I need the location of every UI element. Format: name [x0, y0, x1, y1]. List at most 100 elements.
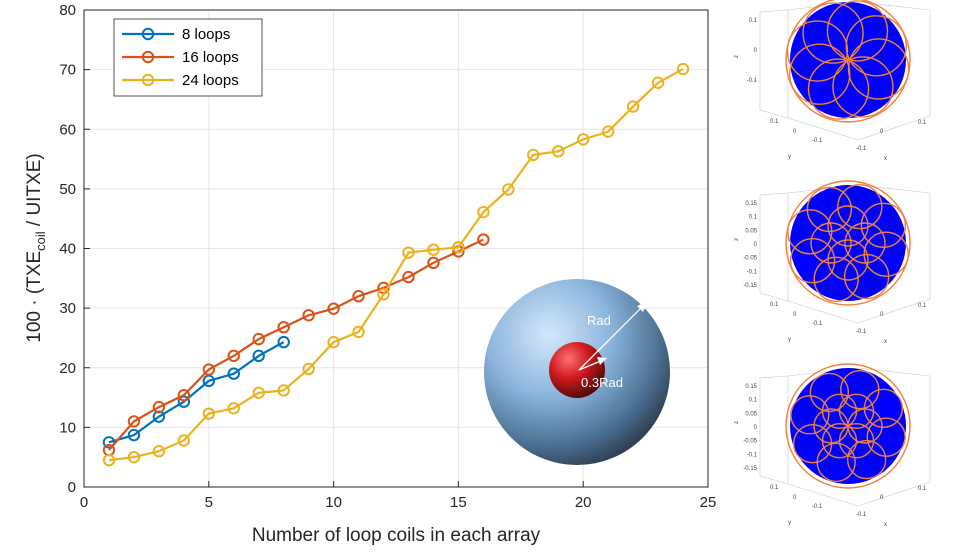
coil-loop	[832, 56, 894, 118]
coil-loop	[846, 439, 887, 480]
data-point	[152, 445, 166, 458]
data-point	[527, 148, 540, 162]
y-tick-label: 30	[59, 300, 76, 317]
geometry-panel-3: 0.15 0.1 0.05 0 -0.05 -0.1 -0.15 z 0.1 0 -0.1 y 0 0.1…	[734, 363, 931, 528]
data-point	[452, 241, 465, 254]
coil-loop	[821, 393, 858, 429]
frame-line	[759, 9, 789, 13]
data-point	[676, 62, 690, 76]
coil-loop	[810, 222, 852, 264]
y-tick-label: 60	[59, 121, 76, 138]
frame-line	[857, 184, 931, 194]
coil-loop	[837, 183, 883, 230]
coil-loop	[860, 202, 907, 248]
x-tick-label: -0.1	[856, 512, 867, 518]
data-point	[227, 349, 240, 363]
y-tick-label: -0.1	[812, 504, 823, 510]
data-point	[277, 384, 290, 397]
coil-loop	[802, 2, 864, 64]
geometry-panel-2: 0.15 0.1 0.05 0 -0.05 -0.1 -0.15 z 0.1 0 -0.1 y 0 0.1…	[734, 180, 931, 345]
data-point	[102, 453, 116, 467]
data-point	[651, 76, 665, 89]
coil-loop	[788, 43, 851, 105]
legend-marker	[141, 50, 155, 64]
x-tick-label: 0	[880, 495, 884, 501]
y-tick-label: 0	[793, 129, 797, 135]
coil-outline	[785, 363, 911, 489]
sphere-inset: Rad 0.3Rad	[484, 279, 670, 465]
data-point	[277, 321, 290, 334]
data-point	[177, 434, 191, 447]
frame-line	[759, 292, 789, 302]
y-tick-label: -0.1	[812, 138, 823, 144]
data-point	[427, 243, 440, 256]
z-tick-label: 0.05	[745, 411, 757, 417]
z-tick-label: -0.05	[743, 439, 757, 445]
legend-label: 24 loops	[182, 72, 239, 89]
z-tick-label: 0	[754, 425, 758, 431]
legend-item-2: 16 loops	[122, 49, 239, 66]
data-point	[402, 270, 415, 284]
frame-line	[759, 475, 789, 485]
z-tick-label: 0	[754, 242, 758, 248]
data-point	[577, 133, 590, 146]
tick-marks	[83, 9, 709, 488]
frame-line	[759, 375, 789, 379]
inner-radius-label: 0.3Rad	[581, 375, 623, 390]
legend-items: 8 loops 16 loops 24 loops	[122, 26, 239, 89]
z-tick-label: -0.15	[743, 283, 757, 289]
data-point	[626, 100, 640, 113]
z-tick-label: 0.1	[749, 398, 758, 404]
y-tick-label: 20	[59, 360, 76, 377]
series-3	[102, 62, 690, 467]
x-axis-label: x	[884, 522, 887, 528]
y-axis-label-prefix: 100 · (TXE	[24, 251, 45, 343]
y-axis-label-sub: coil	[33, 231, 48, 251]
y-axis-label: y	[788, 337, 791, 343]
legend-item-3: 24 loops	[122, 72, 239, 89]
y-tick-label: 0	[793, 495, 797, 501]
x-tick-label: 0.1	[918, 486, 927, 492]
x-axis-label: Number of loop coils in each array	[252, 525, 541, 546]
y-tick-label: -0.1	[812, 321, 823, 327]
x-tick-label: -0.1	[856, 329, 867, 335]
x-tick-label: 10	[325, 494, 342, 511]
z-tick-label: 0	[754, 48, 758, 54]
frame-line	[759, 109, 789, 119]
y-axis-label: 100 · (TXEcoil / UITXE)	[24, 153, 48, 343]
z-tick-label: 0.1	[749, 215, 758, 221]
frame-line	[787, 483, 859, 507]
x-tick-label: 5	[205, 494, 213, 511]
data-point	[227, 367, 240, 380]
z-axis-label: z	[734, 421, 740, 424]
data-point	[302, 309, 315, 322]
y-tick-label: 80	[59, 2, 76, 19]
z-tick-label: -0.05	[743, 256, 757, 262]
z-tick-label: -0.1	[747, 269, 758, 275]
data-point	[202, 407, 216, 420]
x-tick-label: 0	[80, 494, 88, 511]
data-point	[252, 349, 265, 363]
legend: 8 loops 16 loops 24 loops	[113, 18, 263, 97]
y-tick-label: 10	[59, 419, 76, 436]
data-point	[127, 415, 141, 428]
y-axis-label: y	[788, 520, 791, 526]
coil-loop	[826, 0, 889, 62]
legend-marker	[141, 73, 155, 87]
data-point	[127, 450, 141, 464]
head-sphere	[790, 185, 906, 301]
coil-loop	[813, 256, 859, 303]
legend-item-1: 8 loops	[122, 26, 230, 43]
frame-line	[787, 300, 859, 324]
coil-outline	[785, 0, 911, 123]
data-point	[202, 363, 216, 376]
x-tick-label: 0	[880, 129, 884, 135]
z-tick-label: 0.05	[745, 228, 757, 234]
y-tick-label: 0.1	[770, 119, 779, 125]
data-point	[152, 400, 166, 414]
coil-loop	[809, 372, 850, 413]
data-point	[352, 290, 365, 303]
y-tick-label: 0	[68, 479, 76, 496]
data-point	[477, 205, 490, 219]
x-tick-label: 0.1	[918, 120, 927, 126]
